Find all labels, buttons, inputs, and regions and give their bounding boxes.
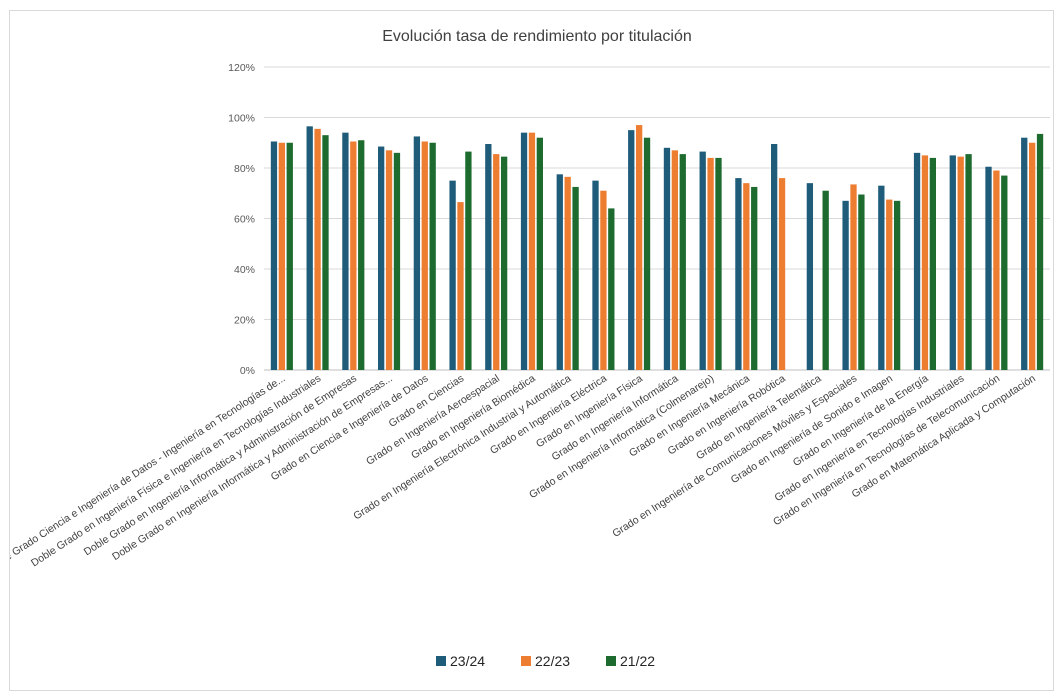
bar xyxy=(663,147,671,370)
bar xyxy=(322,135,329,370)
bar xyxy=(564,176,571,370)
x-axis-categories: Doble Grado Ciencia e Ingeniería de Dato… xyxy=(10,372,1038,575)
bar xyxy=(413,136,421,370)
bar xyxy=(893,200,901,370)
bar xyxy=(921,155,929,371)
bar xyxy=(465,151,472,370)
bar xyxy=(528,132,536,370)
bar xyxy=(886,199,893,370)
bar xyxy=(635,125,643,370)
bar xyxy=(536,137,543,370)
bar xyxy=(671,150,679,370)
bar xyxy=(679,154,686,370)
bar xyxy=(270,141,278,370)
y-tick-label: 40% xyxy=(234,264,255,276)
chart-frame: Evolución tasa de rendimiento por titula… xyxy=(9,10,1054,691)
bar xyxy=(850,184,857,370)
y-axis-ticks: 0% 20% 40% 60% 80% 100% 120% xyxy=(228,62,255,377)
bar xyxy=(842,200,849,370)
legend-swatch xyxy=(436,656,446,666)
bar xyxy=(913,152,921,370)
bar xyxy=(385,150,393,370)
bar xyxy=(1001,175,1008,370)
legend-label: 21/22 xyxy=(620,653,655,669)
y-tick-label: 120% xyxy=(228,62,255,74)
bar xyxy=(1028,142,1036,370)
bar xyxy=(949,155,956,371)
bar xyxy=(743,183,750,370)
bar xyxy=(965,154,972,370)
bar xyxy=(421,141,428,370)
bar xyxy=(592,180,599,371)
bar xyxy=(520,132,528,370)
bar xyxy=(1021,137,1028,370)
legend-label: 23/24 xyxy=(450,653,485,669)
bar xyxy=(751,186,758,370)
bar xyxy=(699,151,706,370)
bar xyxy=(643,137,651,370)
legend: 23/24 22/23 21/22 xyxy=(436,653,655,669)
bars xyxy=(270,125,1044,371)
bar xyxy=(572,186,579,370)
bar xyxy=(985,166,992,370)
legend-swatch xyxy=(521,656,531,666)
bar xyxy=(735,178,742,370)
bar xyxy=(628,130,635,371)
bar xyxy=(286,142,293,370)
bar xyxy=(771,144,778,370)
bar xyxy=(485,144,492,370)
chart-title: Evolución tasa de rendimiento por titula… xyxy=(382,28,692,45)
bar xyxy=(306,126,313,370)
bar xyxy=(929,157,936,370)
bar xyxy=(1036,133,1044,370)
bar xyxy=(822,190,829,370)
bar xyxy=(358,140,365,370)
legend-label: 22/23 xyxy=(535,653,570,669)
bar xyxy=(500,156,508,370)
x-category-label: Doble Grado en Ingeniería Informática y … xyxy=(82,372,359,558)
bar xyxy=(778,178,786,370)
bar xyxy=(342,132,349,370)
bar xyxy=(608,208,615,370)
bar xyxy=(600,190,607,370)
y-tick-label: 100% xyxy=(228,113,255,125)
bar xyxy=(707,157,714,370)
bar xyxy=(806,183,814,370)
bar xyxy=(457,202,464,370)
bar xyxy=(449,180,456,371)
y-tick-label: 20% xyxy=(234,315,255,327)
bar xyxy=(957,156,964,370)
bar xyxy=(314,128,321,370)
bar xyxy=(858,194,865,370)
bar xyxy=(715,157,722,370)
y-tick-label: 0% xyxy=(240,365,255,377)
y-tick-label: 60% xyxy=(234,214,255,226)
bar xyxy=(493,154,500,370)
bar xyxy=(429,142,436,370)
bar xyxy=(556,174,563,370)
bar xyxy=(878,185,885,370)
y-tick-label: 80% xyxy=(234,163,255,175)
bar xyxy=(993,170,1000,370)
legend-swatch xyxy=(606,656,616,666)
bar xyxy=(278,142,286,370)
bar-chart: Evolución tasa de rendimiento por titula… xyxy=(10,28,1050,669)
bar xyxy=(378,146,385,370)
bar xyxy=(350,141,357,370)
bar xyxy=(393,152,401,370)
